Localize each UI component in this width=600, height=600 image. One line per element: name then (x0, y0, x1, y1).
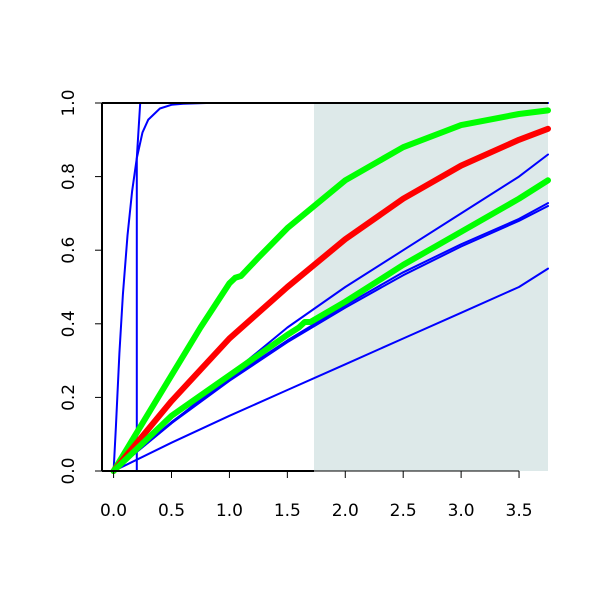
x-tick-label: 1.5 (274, 501, 301, 521)
series-line-4 (112, 202, 549, 472)
series-line-8 (110, 125, 551, 474)
x-tick-label: 2.5 (390, 501, 417, 521)
y-tick-label: 0.4 (59, 310, 79, 337)
x-axis: 0.0 0.5 1.0 1.5 2.0 2.5 3.0 3.5 (100, 470, 533, 521)
series-line-5 (112, 205, 549, 472)
shaded-region (313, 103, 548, 471)
x-tick-label: 3.5 (506, 501, 533, 521)
x-tick-label: 2.0 (332, 501, 359, 521)
series-line-7 (110, 107, 551, 474)
y-axis: 0.0 0.2 0.4 0.6 0.8 1.0 (59, 89, 102, 485)
series-line-9 (110, 177, 551, 474)
y-tick-label: 1.0 (59, 89, 79, 116)
x-tick-label: 3.0 (448, 501, 475, 521)
x-tick-label: 0.5 (158, 501, 185, 521)
y-tick-label: 0.2 (59, 384, 79, 411)
x-tick-label: 1.0 (216, 501, 243, 521)
y-tick-label: 0.8 (59, 163, 79, 190)
series-layer (110, 102, 551, 474)
y-tick-label: 0.0 (59, 457, 79, 484)
y-tick-label: 0.6 (59, 237, 79, 264)
series-line-6 (112, 267, 549, 472)
x-tick-label: 0.0 (100, 501, 127, 521)
